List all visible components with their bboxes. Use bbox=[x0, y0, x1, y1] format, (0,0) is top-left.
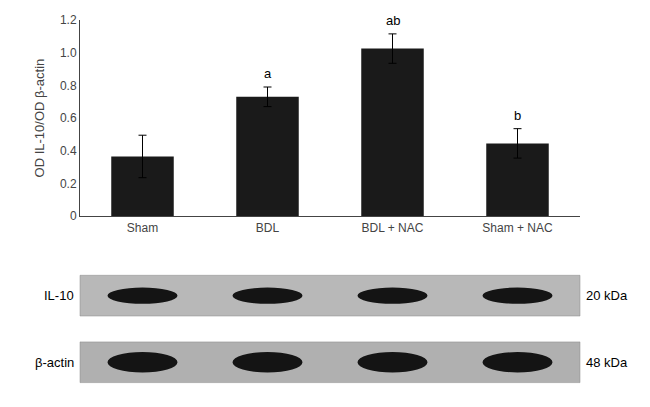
svg-text:0.8: 0.8 bbox=[60, 79, 77, 93]
svg-text:Sham + NAC: Sham + NAC bbox=[482, 221, 553, 235]
svg-text:1.2: 1.2 bbox=[60, 13, 77, 27]
svg-text:ab: ab bbox=[386, 13, 400, 28]
svg-text:IL-10: IL-10 bbox=[44, 288, 74, 303]
svg-text:a: a bbox=[264, 66, 272, 81]
svg-text:BDL: BDL bbox=[256, 221, 280, 235]
svg-text:20 kDa: 20 kDa bbox=[586, 288, 628, 303]
svg-text:b: b bbox=[514, 108, 521, 123]
svg-text:0.2: 0.2 bbox=[60, 177, 77, 191]
svg-text:0.6: 0.6 bbox=[60, 111, 77, 125]
svg-text:β-actin: β-actin bbox=[35, 355, 74, 370]
svg-text:0: 0 bbox=[70, 209, 77, 223]
svg-text:OD IL-10/OD β-actin: OD IL-10/OD β-actin bbox=[32, 59, 47, 178]
svg-text:48 kDa: 48 kDa bbox=[586, 355, 628, 370]
svg-text:0.4: 0.4 bbox=[60, 144, 77, 158]
svg-text:1.0: 1.0 bbox=[60, 46, 77, 60]
svg-text:Sham: Sham bbox=[127, 221, 158, 235]
svg-text:BDL + NAC: BDL + NAC bbox=[362, 221, 424, 235]
